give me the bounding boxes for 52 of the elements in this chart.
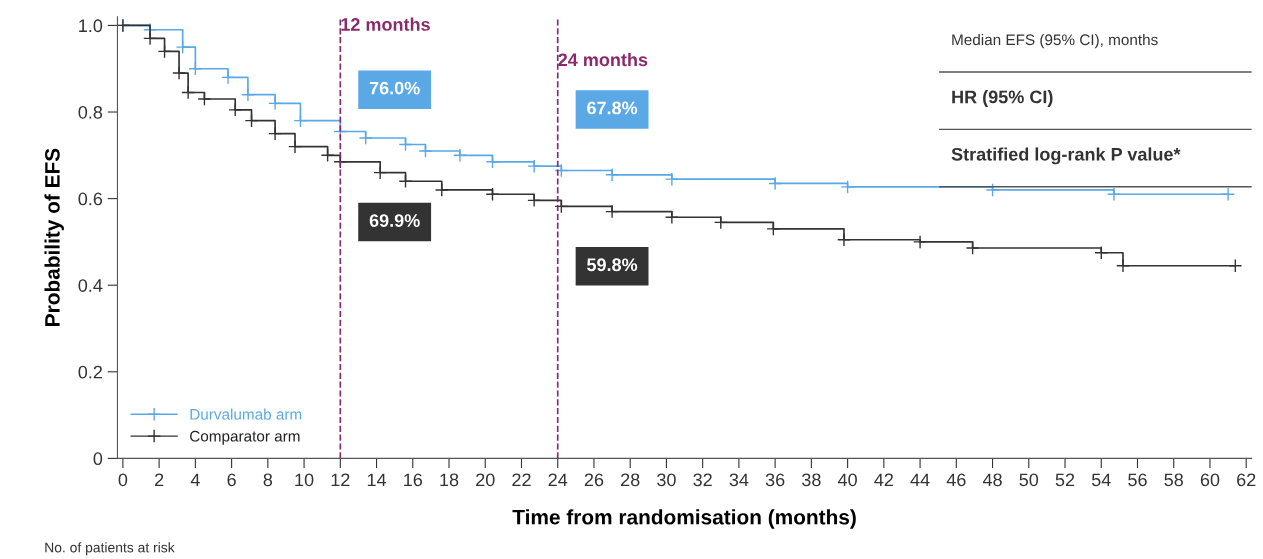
x-tick-label: 4 (190, 473, 200, 487)
text: No. of patients at risk (45, 542, 175, 556)
x-tick-label: 38 (802, 473, 821, 487)
annotation: Stratified log-rank P value* (951, 147, 1181, 165)
x-tick-label: 34 (729, 473, 749, 487)
x-tick-label: 42 (874, 473, 893, 487)
x-tick-label: 46 (946, 473, 966, 487)
annotation: 67.8% (587, 101, 638, 115)
y-tick-label: 1.0 (79, 19, 103, 33)
x-tick-label: 30 (657, 473, 676, 487)
x-tick-label: 18 (440, 473, 459, 487)
x-tick-label: 48 (982, 473, 1002, 487)
x-tick-label: 36 (765, 473, 785, 487)
x-axis-title: Time from randomisation (months) (512, 509, 856, 529)
x-tick-label: 32 (693, 473, 712, 487)
x-tick-label: 20 (476, 473, 495, 487)
x-tick-label: 0 (118, 473, 128, 487)
annotation: HR (95% CI) (952, 90, 1053, 107)
annotation: 59.8% (587, 258, 638, 272)
x-tick-label: 10 (295, 473, 314, 487)
annotation: 69.9% (369, 214, 420, 227)
ref-line-label: 24 months (558, 52, 648, 67)
y-tick-label: 0.4 (78, 279, 103, 292)
x-tick-label: 26 (584, 473, 604, 487)
x-tick-label: 8 (263, 473, 273, 487)
ref-line-label: 12 months (341, 17, 430, 31)
x-tick-label: 6 (227, 473, 236, 487)
x-tick-label: 16 (404, 473, 423, 487)
legend-label: Durvalumab arm (190, 408, 302, 420)
x-tick-label: 50 (1019, 473, 1039, 487)
x-tick-label: 60 (1200, 473, 1220, 487)
x-tick-label: 52 (1055, 473, 1075, 487)
x-tick-label: 12 (331, 473, 350, 487)
x-tick-label: 44 (910, 473, 930, 487)
y-tick-label: 0.6 (78, 192, 103, 206)
x-tick-label: 14 (367, 473, 387, 487)
x-tick-label: 2 (155, 473, 164, 487)
y-tick-label: 0.8 (78, 105, 103, 119)
annotation: Median EFS (95% CI), months (952, 33, 1158, 49)
x-tick-label: 58 (1164, 473, 1183, 487)
x-tick-label: 62 (1237, 473, 1256, 487)
x-tick-label: 54 (1091, 473, 1111, 487)
y-tick-label: 0.2 (78, 365, 102, 379)
x-tick-label: 24 (548, 473, 568, 487)
x-tick-label: 40 (837, 473, 857, 487)
x-tick-label: 56 (1128, 473, 1147, 487)
y-tick-label: 0 (93, 452, 103, 466)
y-axis-title: Probability of EFS (44, 148, 64, 326)
x-tick-label: 22 (512, 473, 531, 487)
annotation: 76.0% (369, 81, 420, 95)
legend-label: Comparator arm (190, 430, 300, 445)
x-tick-label: 28 (621, 473, 640, 487)
